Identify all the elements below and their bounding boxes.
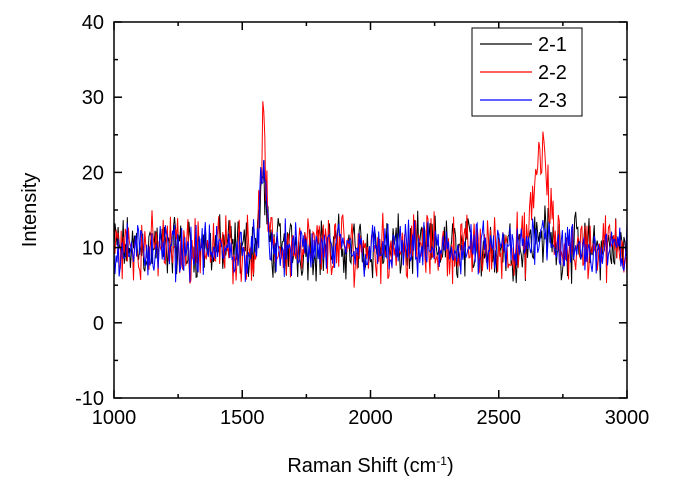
legend: 2-1 2-2 2-3 [471,27,583,117]
y-axis-label: Intensity [19,173,41,247]
y-tick-label: 20 [82,162,104,184]
x-tick-label: 1500 [220,407,265,429]
y-tick-label: 40 [82,12,104,34]
x-tick-label: 1000 [92,407,137,429]
y-tick-label: 30 [82,87,104,109]
legend-label-2-1: 2-1 [538,34,567,56]
series-line-2-3 [114,159,627,283]
x-axis-label: Raman Shift (cm-1) [287,454,453,477]
legend-label-2-2: 2-2 [538,62,567,84]
legend-label-2-3: 2-3 [538,90,567,112]
x-tick-label: 2000 [348,407,393,429]
x-tick-label: 3000 [605,407,650,429]
y-tick-label: -10 [75,388,104,410]
y-tick-label: 0 [93,313,104,335]
axes-layer: 1000 1500 2000 2500 3000 -10 0 10 20 30 40 [75,12,649,429]
series-layer [114,101,627,288]
y-tick-label: 10 [82,238,104,260]
x-tick-label: 2500 [477,407,522,429]
